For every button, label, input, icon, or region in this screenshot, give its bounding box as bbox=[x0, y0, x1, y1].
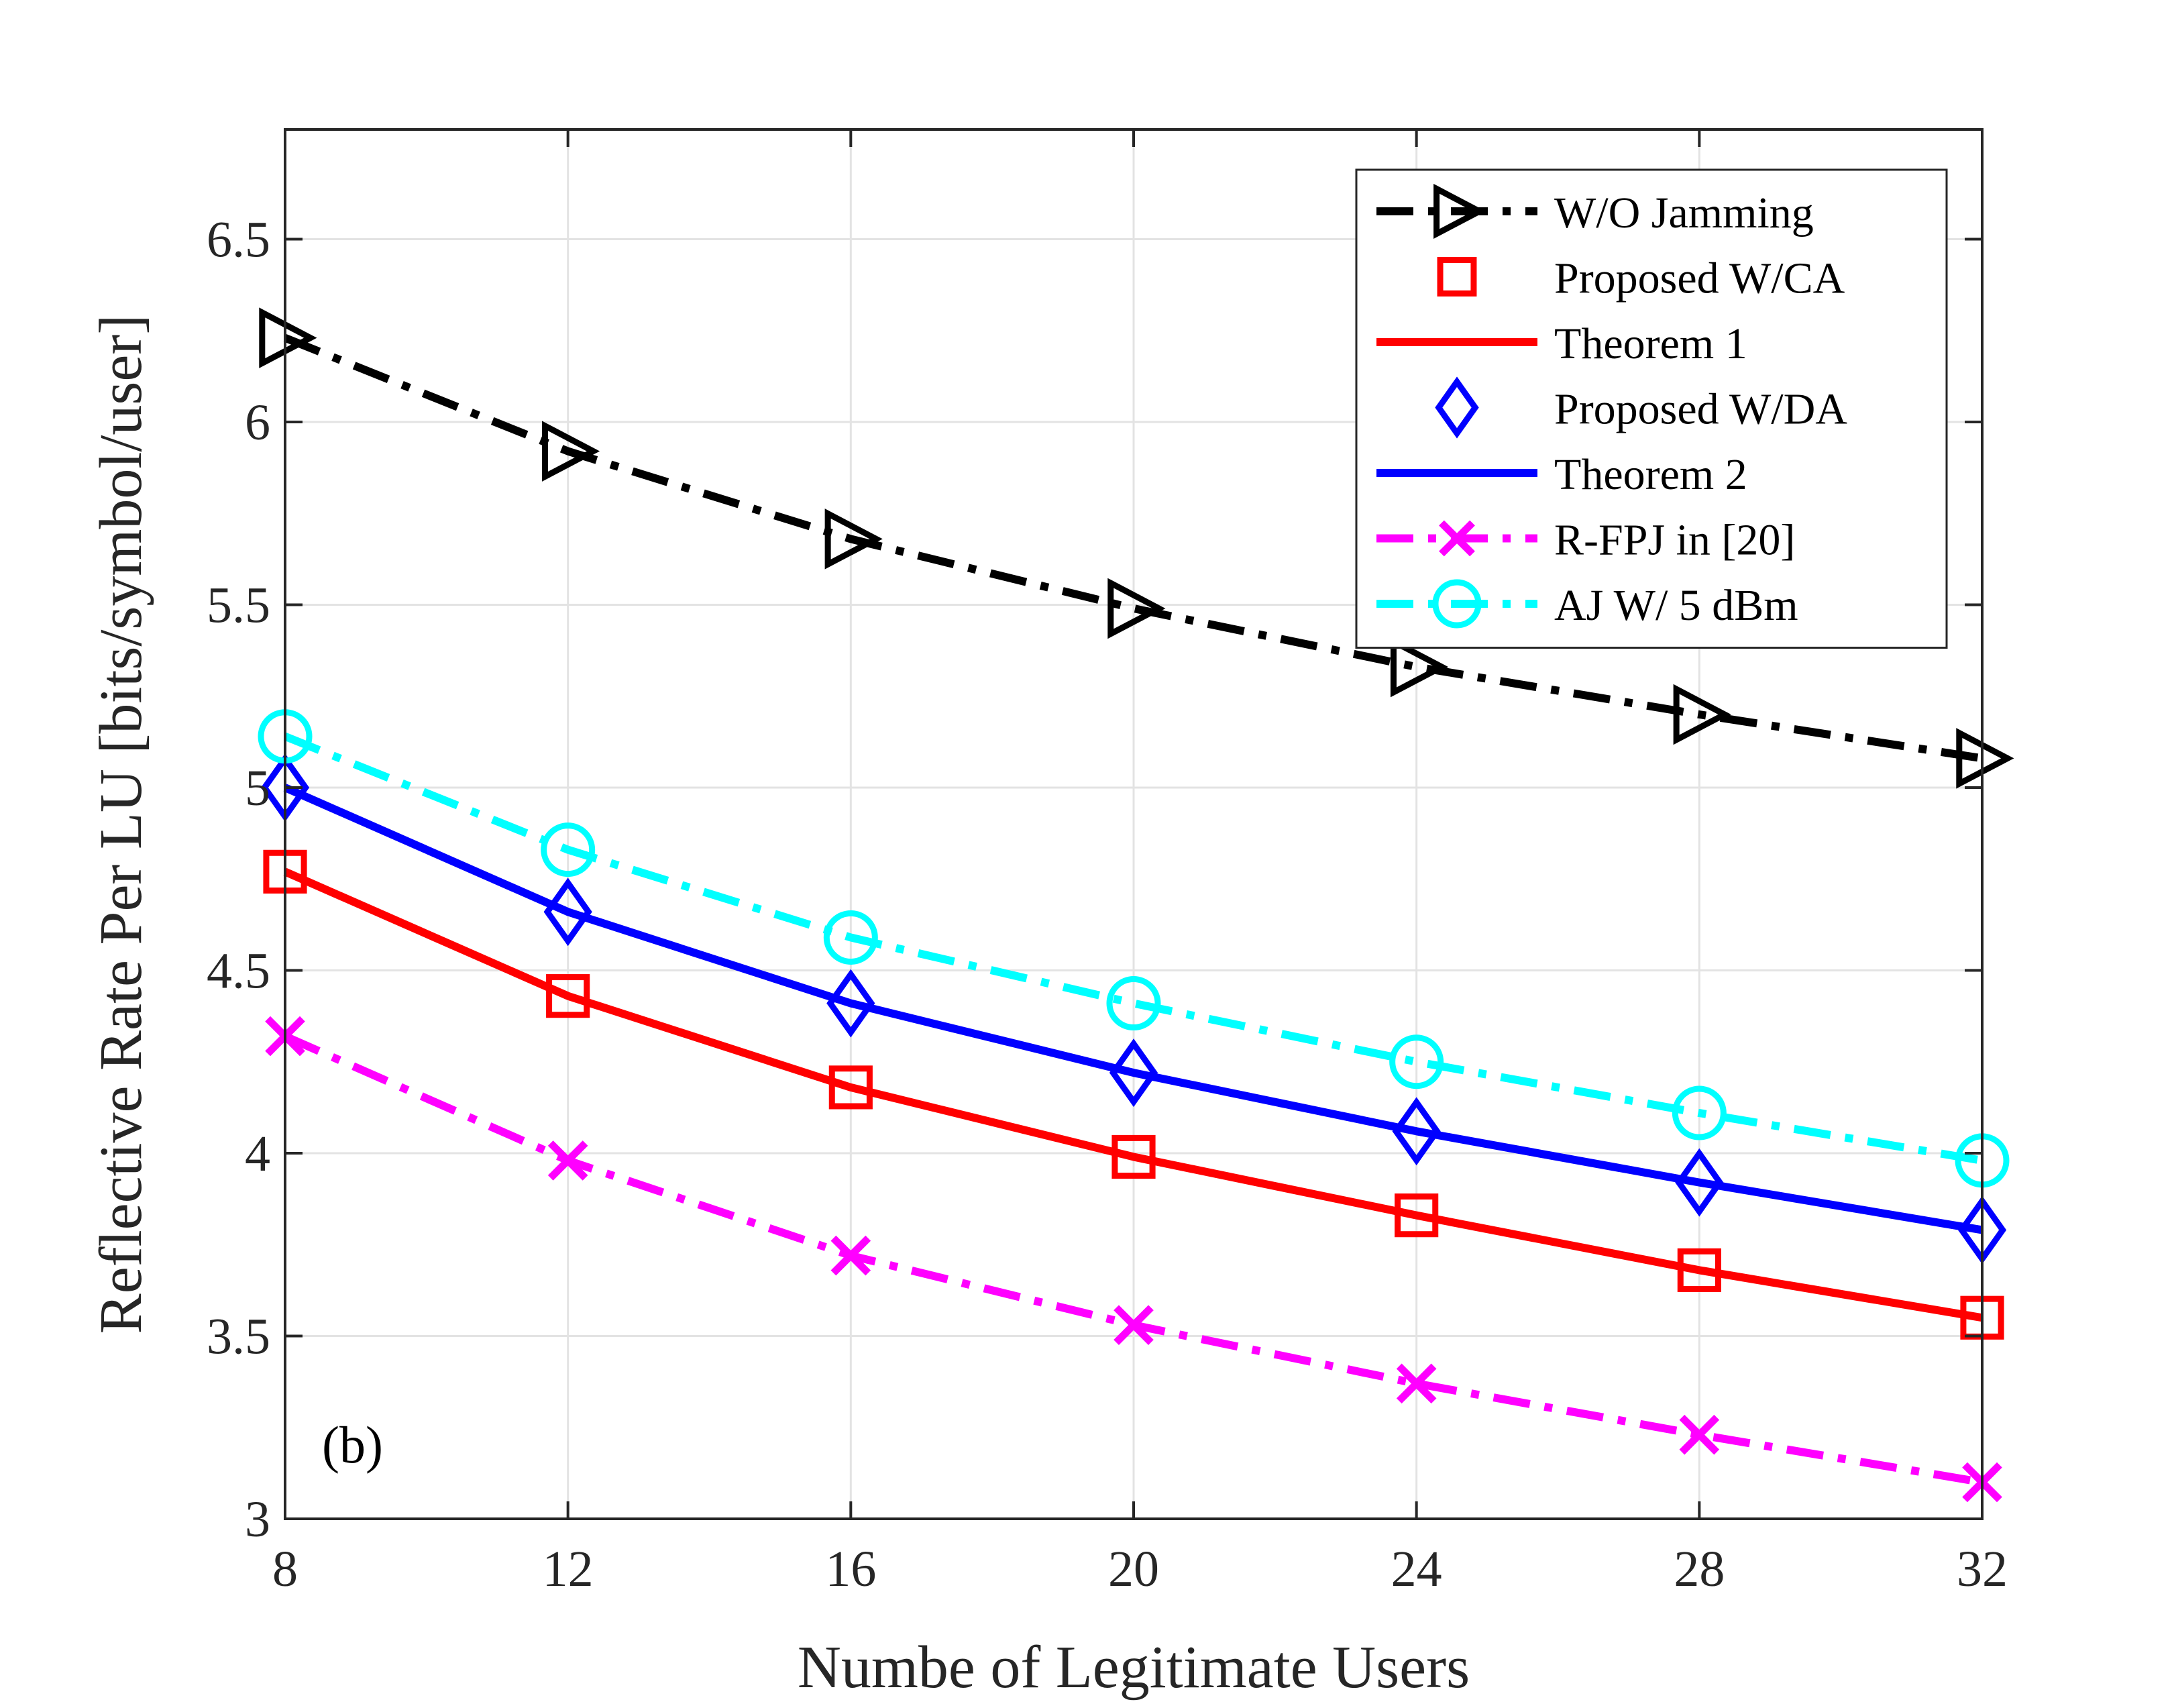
axis-ticks bbox=[284, 129, 1984, 1520]
y-tick-label: 6 bbox=[245, 394, 270, 451]
diamond-marker bbox=[1675, 1148, 1724, 1217]
triangle-right-marker bbox=[824, 509, 883, 570]
x-marker-stroke bbox=[1396, 1363, 1437, 1404]
circle-marker bbox=[823, 910, 878, 965]
x-marker bbox=[830, 1235, 871, 1276]
x-marker bbox=[1679, 1414, 1720, 1455]
x-marker bbox=[1439, 520, 1475, 557]
triangle-right-marker bbox=[1390, 636, 1449, 698]
diamond-marker bbox=[1109, 1038, 1158, 1108]
y-tick-label: 5 bbox=[245, 760, 270, 816]
x-tick-label: 20 bbox=[1108, 1541, 1159, 1597]
x-tick-label: 8 bbox=[272, 1541, 298, 1597]
legend-item: W/O Jamming bbox=[1376, 183, 1814, 239]
x-marker-stroke bbox=[1114, 1305, 1154, 1345]
y-tick-label: 3 bbox=[245, 1491, 270, 1548]
series-line bbox=[283, 334, 1983, 763]
triangle-right-marker bbox=[541, 421, 600, 482]
legend-box bbox=[1355, 168, 1948, 649]
legend-label: Theorem 1 bbox=[1554, 319, 1747, 368]
x-marker-stroke bbox=[1679, 1414, 1720, 1455]
x-axis-label: Numbe of Legitimate Users bbox=[798, 1634, 1470, 1701]
circle-marker bbox=[541, 822, 596, 877]
legend-label: AJ W/ 5 dBm bbox=[1554, 581, 1798, 630]
x-marker bbox=[1114, 1305, 1154, 1345]
triangle-right-marker bbox=[1433, 183, 1486, 239]
legend-item: AJ W/ 5 dBm bbox=[1376, 579, 1798, 630]
x-tick-label: 16 bbox=[825, 1541, 876, 1597]
triangle-right-marker bbox=[1107, 578, 1166, 639]
circle-marker bbox=[1672, 1085, 1727, 1140]
circle-marker bbox=[1432, 579, 1482, 629]
series-theorem-1 bbox=[283, 867, 1983, 1322]
legend-item: Theorem 2 bbox=[1376, 450, 1747, 499]
legend-label: Theorem 2 bbox=[1554, 450, 1747, 499]
y-tick-label: 3.5 bbox=[207, 1309, 270, 1365]
legend-item: R-FPJ in [20] bbox=[1376, 516, 1795, 565]
legend-item: Theorem 1 bbox=[1376, 319, 1747, 368]
y-tick-label: 4.5 bbox=[207, 943, 270, 1000]
diamond-marker bbox=[1392, 1097, 1441, 1166]
x-marker-stroke bbox=[1439, 520, 1475, 557]
diamond-marker bbox=[1435, 376, 1479, 439]
legend-label: R-FPJ in [20] bbox=[1554, 516, 1795, 565]
legend-label: Proposed W/CA bbox=[1554, 254, 1845, 303]
y-tick-label: 5.5 bbox=[207, 578, 270, 634]
circle-marker bbox=[1389, 1034, 1444, 1089]
series-line bbox=[283, 867, 1983, 1322]
legend-item: Proposed W/DA bbox=[1435, 376, 1847, 439]
y-tick-label: 6.5 bbox=[207, 212, 270, 268]
y-axis-label: Reflective Rate Per LU [bits/symbol/user… bbox=[88, 315, 154, 1334]
x-marker-stroke bbox=[547, 1140, 588, 1181]
y-tick-label: 4 bbox=[245, 1126, 270, 1182]
legend-item: Proposed W/CA bbox=[1437, 254, 1845, 303]
legend-label: Proposed W/DA bbox=[1554, 385, 1847, 434]
legend-label: W/O Jamming bbox=[1554, 189, 1814, 237]
triangle-right-marker bbox=[1673, 684, 1731, 745]
legend: W/O Jamming Proposed W/CA Theorem 1 Propose… bbox=[1355, 168, 1948, 649]
x-marker bbox=[547, 1140, 588, 1181]
y-tick-labels: 3 3.5 4 4.5 5 5.5 6 6.5 bbox=[207, 212, 270, 1548]
x-marker-stroke bbox=[830, 1235, 871, 1276]
series-line bbox=[283, 733, 1983, 1165]
series-line bbox=[283, 784, 1983, 1234]
square-marker bbox=[546, 974, 590, 1018]
circle-marker bbox=[1106, 976, 1161, 1031]
x-tick-label: 32 bbox=[1957, 1541, 2008, 1597]
x-tick-label: 12 bbox=[543, 1541, 594, 1597]
diamond-marker bbox=[826, 969, 875, 1038]
x-tick-label: 24 bbox=[1391, 1541, 1442, 1597]
square-marker bbox=[828, 1065, 873, 1110]
panel-annotation: (b) bbox=[322, 1416, 383, 1474]
x-tick-labels: 8 12 16 20 24 28 32 bbox=[272, 1541, 2008, 1597]
x-tick-label: 28 bbox=[1674, 1541, 1725, 1597]
x-marker bbox=[1396, 1363, 1437, 1404]
square-marker bbox=[1437, 257, 1477, 297]
series-theorem-2 bbox=[283, 784, 1983, 1234]
